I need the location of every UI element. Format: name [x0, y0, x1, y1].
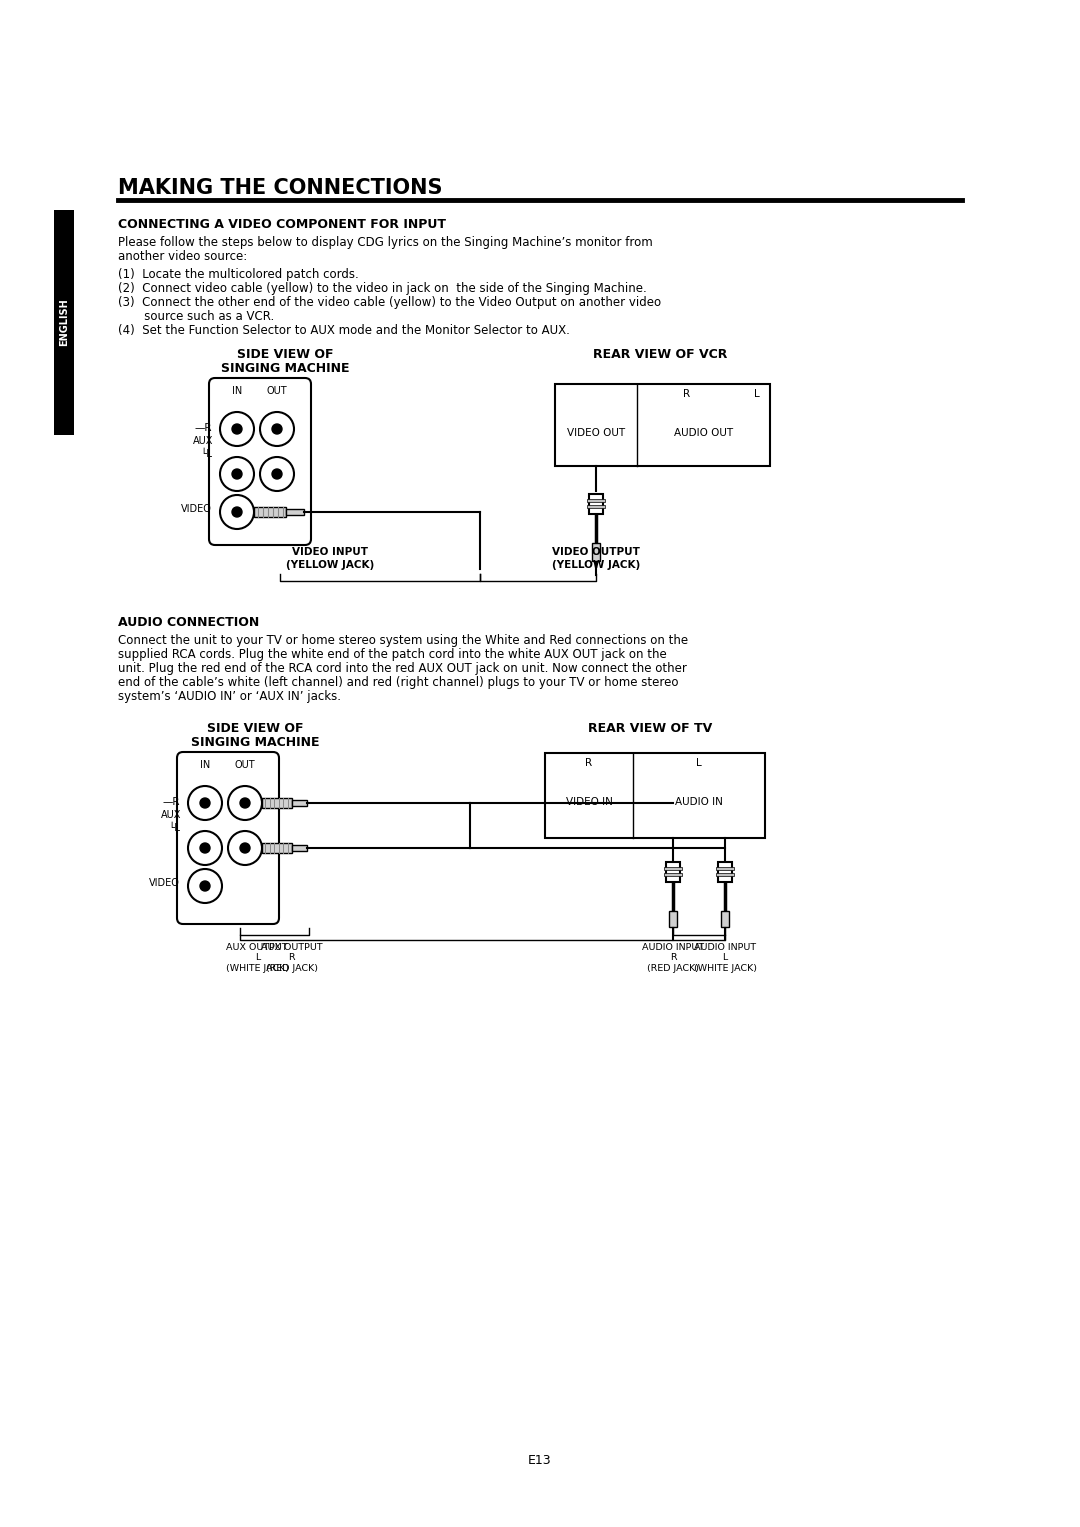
Text: (2)  Connect video cable (yellow) to the video in jack on  the side of the Singi: (2) Connect video cable (yellow) to the …	[118, 282, 647, 295]
Bar	[588, 505, 605, 508]
Text: (YELLOW JACK): (YELLOW JACK)	[552, 560, 640, 570]
Circle shape	[272, 469, 282, 479]
Circle shape	[200, 843, 210, 854]
Text: E13: E13	[528, 1454, 552, 1466]
Bar	[669, 912, 677, 927]
Text: R: R	[585, 757, 593, 768]
Bar	[292, 800, 307, 806]
Text: source such as a VCR.: source such as a VCR.	[118, 310, 274, 324]
Text: REAR VIEW OF VCR: REAR VIEW OF VCR	[593, 348, 727, 360]
Circle shape	[240, 799, 249, 808]
Bar	[254, 507, 286, 518]
Text: AUDIO IN: AUDIO IN	[675, 797, 723, 806]
Bar	[545, 753, 765, 838]
Text: Connect the unit to your TV or home stereo system using the White and Red connec: Connect the unit to your TV or home ster…	[118, 634, 688, 647]
Text: (4)  Set the Function Selector to AUX mode and the Monitor Selector to AUX.: (4) Set the Function Selector to AUX mod…	[118, 324, 570, 337]
Text: another video source:: another video source:	[118, 250, 247, 263]
Text: supplied RCA cords. Plug the white end of the patch cord into the white AUX OUT : supplied RCA cords. Plug the white end o…	[118, 647, 666, 661]
Text: AUDIO INPUT
R
(RED JACK): AUDIO INPUT R (RED JACK)	[642, 944, 704, 973]
Text: system’s ‘AUDIO IN’ or ‘AUX IN’ jacks.: system’s ‘AUDIO IN’ or ‘AUX IN’ jacks.	[118, 690, 341, 702]
Text: OUT: OUT	[267, 386, 287, 395]
Text: —R: —R	[194, 423, 212, 434]
Text: AUX: AUX	[161, 809, 181, 820]
Text: VIDEO OUT: VIDEO OUT	[567, 428, 625, 438]
Text: (1)  Locate the multicolored patch cords.: (1) Locate the multicolored patch cords.	[118, 269, 359, 281]
Text: AUX OUTPUT
L
(WHITE JACK): AUX OUTPUT L (WHITE JACK)	[226, 944, 288, 973]
Text: unit. Plug the red end of the RCA cord into the red AUX OUT jack on unit. Now co: unit. Plug the red end of the RCA cord i…	[118, 663, 687, 675]
Text: └L: └L	[168, 823, 180, 834]
Text: IN: IN	[232, 386, 242, 395]
Text: ENGLISH: ENGLISH	[59, 299, 69, 347]
Bar	[721, 912, 729, 927]
Bar	[54, 211, 75, 435]
Circle shape	[232, 469, 242, 479]
Text: Please follow the steps below to display CDG lyrics on the Singing Machine’s mon: Please follow the steps below to display…	[118, 237, 652, 249]
Text: AUDIO OUT: AUDIO OUT	[674, 428, 733, 438]
Bar	[588, 499, 605, 502]
Bar	[589, 495, 603, 515]
Circle shape	[240, 843, 249, 854]
Bar	[286, 508, 303, 515]
Text: OUT: OUT	[234, 760, 255, 770]
Text: —R: —R	[162, 797, 180, 806]
Text: SIDE VIEW OF: SIDE VIEW OF	[206, 722, 303, 734]
Bar	[716, 873, 734, 876]
Text: AUDIO CONNECTION: AUDIO CONNECTION	[118, 615, 259, 629]
Circle shape	[232, 507, 242, 518]
Text: (YELLOW JACK): (YELLOW JACK)	[286, 560, 374, 570]
Text: L: L	[697, 757, 702, 768]
Text: VIDEO: VIDEO	[149, 878, 180, 889]
Bar	[592, 544, 600, 560]
Text: └L: └L	[200, 449, 212, 460]
Bar	[718, 863, 732, 883]
Text: IN: IN	[200, 760, 211, 770]
FancyBboxPatch shape	[210, 379, 311, 545]
Text: SIDE VIEW OF: SIDE VIEW OF	[237, 348, 334, 360]
Bar	[716, 867, 734, 870]
Text: (3)  Connect the other end of the video cable (yellow) to the Video Output on an: (3) Connect the other end of the video c…	[118, 296, 661, 308]
Bar	[262, 799, 292, 808]
Text: AUX: AUX	[193, 437, 213, 446]
Text: R: R	[684, 389, 690, 399]
Text: VIDEO OUTPUT: VIDEO OUTPUT	[552, 547, 640, 557]
Text: VIDEO IN: VIDEO IN	[566, 797, 612, 806]
FancyBboxPatch shape	[177, 751, 279, 924]
Circle shape	[200, 881, 210, 890]
Text: end of the cable’s white (left channel) and red (right channel) plugs to your TV: end of the cable’s white (left channel) …	[118, 676, 678, 689]
Text: SINGING MACHINE: SINGING MACHINE	[220, 362, 349, 376]
Text: REAR VIEW OF TV: REAR VIEW OF TV	[588, 722, 712, 734]
Bar	[664, 867, 681, 870]
Text: CONNECTING A VIDEO COMPONENT FOR INPUT: CONNECTING A VIDEO COMPONENT FOR INPUT	[118, 218, 446, 231]
Text: VIDEO: VIDEO	[181, 504, 212, 515]
Bar	[555, 383, 770, 466]
Bar	[666, 863, 680, 883]
Circle shape	[232, 425, 242, 434]
Bar	[292, 844, 307, 851]
Text: AUX OUTPUT
R
(RED JACK): AUX OUTPUT R (RED JACK)	[261, 944, 323, 973]
Bar	[262, 843, 292, 854]
Circle shape	[200, 799, 210, 808]
Text: VIDEO INPUT: VIDEO INPUT	[292, 547, 368, 557]
Bar	[664, 873, 681, 876]
Text: L: L	[754, 389, 760, 399]
Text: SINGING MACHINE: SINGING MACHINE	[191, 736, 320, 750]
Text: MAKING THE CONNECTIONS: MAKING THE CONNECTIONS	[118, 179, 443, 199]
Circle shape	[272, 425, 282, 434]
Text: AUDIO INPUT
L
(WHITE JACK): AUDIO INPUT L (WHITE JACK)	[693, 944, 756, 973]
